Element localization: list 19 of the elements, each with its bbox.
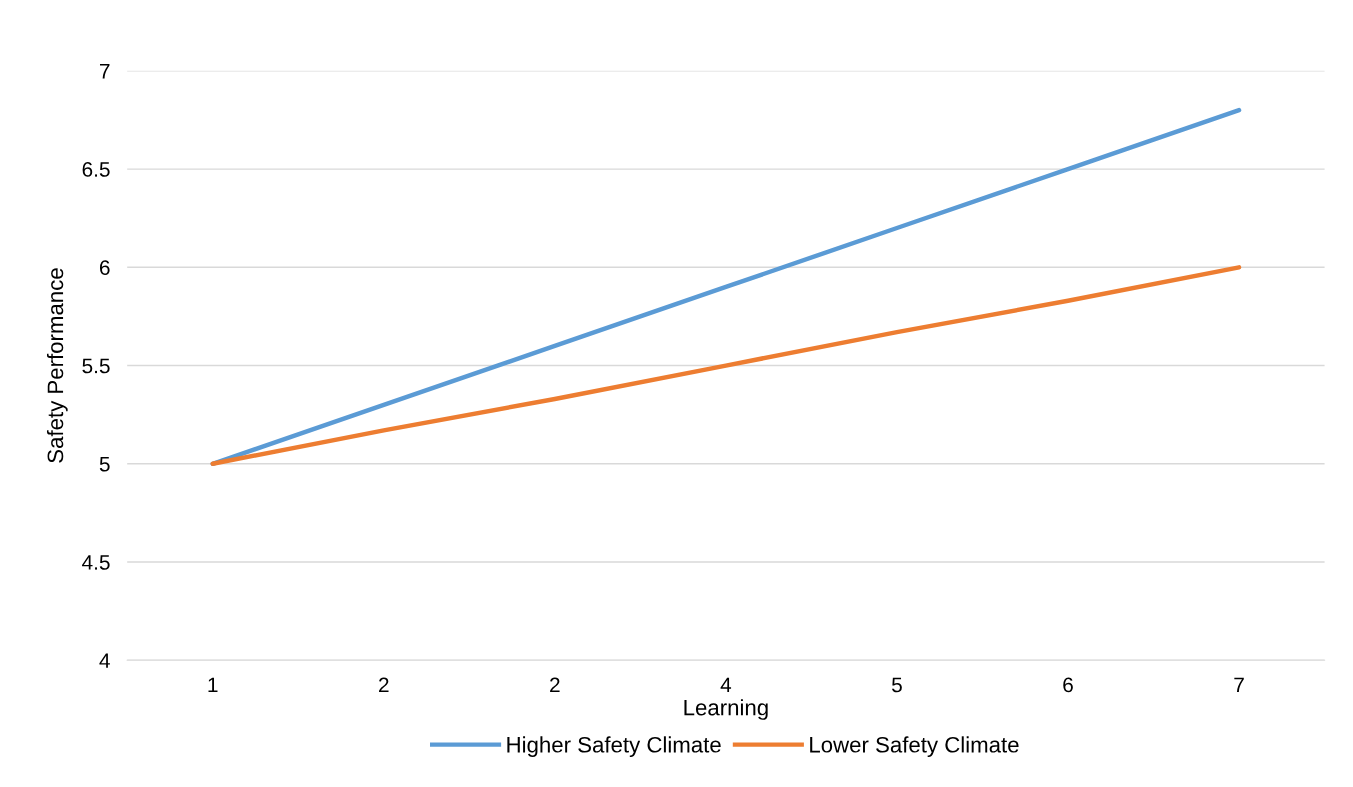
legend-label: Higher Safety Climate [507,736,721,758]
x-tick-label: 5 [891,677,902,693]
y-tick-label: 7 [100,64,110,79]
y-tick-label: 5.5 [82,358,110,374]
y-tick-label: 4 [99,653,110,668]
y-axis-title: Safety Performance [46,268,68,463]
legend-label: Lower Safety Climate [810,736,1019,758]
y-tick-label: 6 [99,260,110,276]
y-tick-label: 5 [99,457,110,472]
line-series [210,265,1242,467]
x-tick-label: 2 [550,677,560,693]
x-tick-label: 4 [720,677,732,693]
y-tick-label: 4.5 [82,555,110,570]
x-tick-label: 7 [1234,677,1244,693]
x-tick-label: 1 [208,677,218,693]
x-axis-title: Learning [684,699,768,720]
x-tick-label: 6 [1063,677,1073,693]
x-tick-label: 2 [379,677,389,693]
y-tick-label: 6.5 [82,162,110,177]
